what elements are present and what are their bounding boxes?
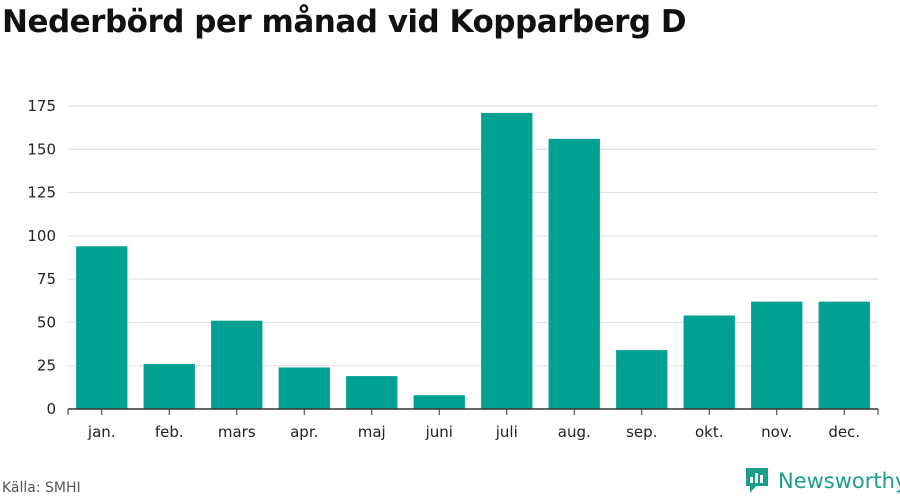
x-tick-label: okt. (695, 423, 724, 441)
y-tick-label: 175 (27, 97, 56, 115)
brand-name: Newsworthy (778, 469, 900, 493)
bar-juni (413, 395, 465, 409)
x-tick-label: aug. (558, 423, 591, 441)
bar-sep (616, 350, 668, 409)
x-tick-label: sep. (626, 423, 657, 441)
x-tick-label: jan. (87, 423, 116, 441)
bar-maj (346, 376, 398, 409)
bar-okt (683, 315, 735, 409)
y-tick-label: 50 (37, 313, 56, 331)
newsworthy-logo-icon (746, 468, 768, 493)
brand-logo: Newsworthy (744, 466, 900, 496)
y-tick-label: 100 (27, 227, 56, 245)
x-tick-label: feb. (155, 423, 184, 441)
x-tick-label: mars (218, 423, 256, 441)
bar-feb (143, 363, 195, 409)
bar-dec (818, 301, 870, 409)
y-tick-label: 0 (46, 400, 56, 418)
x-tick-label: juni (425, 423, 453, 441)
gridlines (68, 105, 878, 367)
bar-aug (548, 138, 600, 409)
y-tick-label: 150 (27, 140, 56, 158)
source-note: Källa: SMHI (2, 480, 81, 496)
y-tick-label: 25 (37, 357, 56, 375)
x-axis: jan. feb. mars apr. maj juni juli aug. sep. okt. n… (67, 408, 879, 441)
bar-jan (76, 246, 128, 409)
x-tick-label: apr. (290, 423, 318, 441)
x-tick-label: juli (495, 423, 518, 441)
x-tick-label: dec. (828, 423, 860, 441)
y-axis-ticks: 0 25 50 75 100 125 150 175 (27, 97, 56, 418)
x-tick-label: maj (358, 423, 386, 441)
bar-mars (211, 320, 263, 409)
y-tick-label: 75 (37, 270, 56, 288)
y-tick-label: 125 (27, 184, 56, 202)
bar-nov (751, 301, 803, 409)
bars (76, 112, 870, 409)
bar-juli (481, 112, 533, 409)
chart-title: Nederbörd per månad vid Kopparberg D (2, 4, 687, 40)
x-tick-label: nov. (761, 423, 792, 441)
bar-apr (278, 367, 330, 409)
